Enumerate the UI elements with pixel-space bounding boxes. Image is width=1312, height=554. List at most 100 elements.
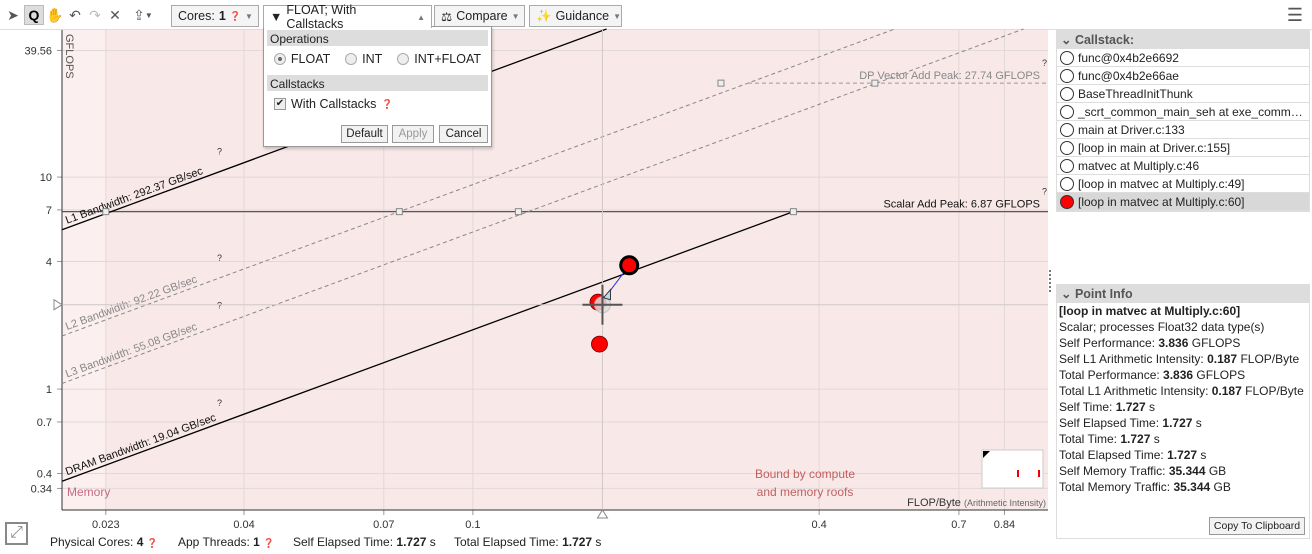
callstack-item[interactable]: [loop in matvec at Multiply.c:60]	[1057, 193, 1309, 211]
splitter-handle[interactable]	[1049, 270, 1054, 292]
undo-icon[interactable]: ↶	[69, 6, 81, 23]
info-value: 1.727	[1120, 432, 1151, 446]
point-info-line: Self Time: 1.727 s	[1057, 399, 1309, 415]
value: 4	[136, 535, 144, 549]
point-info-header[interactable]: ⌄ Point Info	[1057, 285, 1309, 303]
menu-icon[interactable]: ☰	[1286, 4, 1304, 25]
info-unit: s	[1145, 400, 1156, 414]
callstack-item[interactable]: func@0x4b2e66ae	[1057, 67, 1309, 85]
expand-icon[interactable]: ⤢	[5, 522, 28, 545]
info-label: Self Time:	[1059, 400, 1116, 414]
cancel-button[interactable]: Cancel	[439, 125, 488, 143]
x-tick-label: 0.1	[465, 519, 480, 530]
radio-float[interactable]	[274, 53, 286, 65]
info-label: Total Performance:	[1059, 368, 1164, 382]
roof-marker	[395, 208, 403, 216]
y-tick-label: 10	[40, 172, 52, 184]
point-info-line: Total Memory Traffic: 35.344 GB	[1057, 479, 1309, 495]
point-marker-icon	[1060, 158, 1074, 173]
callstack-title: Callstack:	[1074, 33, 1135, 47]
info-label: Total L1 Arithmetic Intensity:	[1059, 384, 1212, 398]
radio-int-float[interactable]	[397, 53, 410, 65]
selected-data-point	[619, 255, 640, 276]
point-marker-icon	[1060, 104, 1074, 119]
y-tick-label: 7	[46, 205, 52, 217]
with-callstacks-label: With Callstacks	[291, 97, 377, 111]
memory-region-label: Memory	[67, 485, 110, 499]
with-callstacks-checkbox[interactable]: ✔	[274, 98, 286, 110]
total-elapsed-status: Total Elapsed Time: 1.727 s	[454, 535, 601, 549]
callstack-panel: ⌄ Callstack: func@0x4b2e6692 func@0x4b2e6…	[1056, 30, 1310, 212]
callstack-item-label: [loop in matvec at Multiply.c:49]	[1078, 176, 1245, 191]
point-marker-icon	[1060, 194, 1074, 209]
info-unit: s	[1150, 432, 1160, 446]
chevron-down-icon: ▼	[613, 11, 622, 21]
value: 1.727	[562, 535, 593, 549]
help-icon: ?	[217, 398, 222, 408]
redo-icon[interactable]: ↷	[89, 6, 101, 23]
callstack-item[interactable]: [loop in main at Driver.c:155]	[1057, 139, 1309, 157]
reset-icon[interactable]: ✕	[109, 6, 121, 23]
pointer-icon[interactable]: ➤	[7, 6, 19, 23]
label: Total Elapsed Time:	[454, 535, 563, 549]
cores-dropdown[interactable]: Cores: 1 ❓ ▼	[171, 5, 259, 27]
option-label: INT+FLOAT	[414, 52, 482, 66]
callstack-item[interactable]: [loop in matvec at Multiply.c:49]	[1057, 175, 1309, 193]
callstack-item[interactable]: _scrt_common_main_seh at exe_comm…	[1057, 103, 1309, 121]
info-unit: FLOP/Byte	[1241, 384, 1304, 398]
pan-icon[interactable]: ✋	[46, 6, 64, 23]
point-info-line: Total Time: 1.727 s	[1057, 431, 1309, 447]
help-icon[interactable]: ❓	[263, 538, 275, 548]
info-value: 35.344	[1168, 464, 1206, 478]
callstack-item-label: [loop in main at Driver.c:155]	[1078, 140, 1231, 155]
point-marker-icon	[1060, 50, 1074, 65]
callstack-header[interactable]: ⌄ Callstack:	[1057, 31, 1309, 49]
help-icon[interactable]: ❓	[146, 538, 158, 548]
help-icon[interactable]: ❓	[381, 98, 393, 109]
bandwidth-roof	[61, 211, 794, 482]
radio-int[interactable]	[345, 53, 358, 65]
guidance-dropdown[interactable]: ✨ Guidance ▼	[529, 5, 622, 27]
point-info-line: Total Elapsed Time: 1.727 s	[1057, 447, 1309, 463]
roof-marker	[871, 79, 879, 87]
callstacks-title: Callstacks	[267, 75, 488, 91]
callstack-item-label: main at Driver.c:133	[1078, 122, 1185, 137]
callstack-item-label: func@0x4b2e66ae	[1078, 68, 1179, 83]
help-icon[interactable]: ❓	[229, 10, 241, 21]
callstack-item[interactable]: func@0x4b2e6692	[1057, 49, 1309, 67]
callstack-item[interactable]: main at Driver.c:133	[1057, 121, 1309, 139]
compute-roof-label: Scalar Add Peak: 6.87 GFLOPS	[883, 199, 1040, 211]
export-icon[interactable]: ⇪ ▼	[133, 6, 153, 23]
roofline-chart[interactable]: 0.023 0.04 0.07 0.1 0.4 0.7 0.84 39.56 10 7 4 1 0.7 0…	[0, 0, 1050, 530]
x-tick-label: 0.023	[92, 519, 120, 530]
y-tick-label: 0.34	[31, 483, 52, 495]
default-button[interactable]: Default	[341, 125, 388, 143]
info-value: 35.344	[1173, 480, 1211, 494]
info-unit: FLOP/Byte	[1237, 352, 1300, 366]
callstack-item[interactable]: BaseThreadInitThunk	[1057, 85, 1309, 103]
operations-title: Operations	[267, 30, 488, 46]
callstack-item[interactable]: matvec at Multiply.c:46	[1057, 157, 1309, 175]
info-value: 3.836	[1163, 368, 1194, 382]
x-marker-triangle	[596, 509, 609, 519]
help-icon: ?	[1042, 187, 1047, 197]
roof-marker	[102, 208, 110, 216]
app-threads-status: App Threads: 1 ❓	[178, 535, 274, 549]
info-label: Total Time:	[1059, 432, 1121, 446]
info-value: 1.727	[1162, 416, 1193, 430]
info-label: Self L1 Arithmetic Intensity:	[1059, 352, 1208, 366]
zoom-icon[interactable]: Q	[24, 5, 44, 25]
y-axis-label: GFLOPS	[63, 34, 75, 79]
filter-dropdown[interactable]: ▼ FLOAT; With Callstacks ▲	[263, 3, 432, 31]
help-icon: ?	[217, 253, 222, 263]
roof-marker	[717, 79, 725, 87]
apply-button[interactable]: Apply	[392, 125, 434, 143]
unit: s	[426, 535, 436, 549]
copy-to-clipboard-button[interactable]: Copy To Clipboard	[1209, 517, 1305, 535]
point-marker-icon	[1060, 176, 1074, 191]
wand-icon: ✨	[536, 8, 552, 23]
y-tick-label: 39.56	[24, 45, 52, 57]
point-info-panel: ⌄ Point Info [loop in matvec at Multiply…	[1056, 284, 1310, 539]
compare-dropdown[interactable]: ⚖ Compare ▼	[434, 5, 525, 27]
value: 1.727	[396, 535, 427, 549]
